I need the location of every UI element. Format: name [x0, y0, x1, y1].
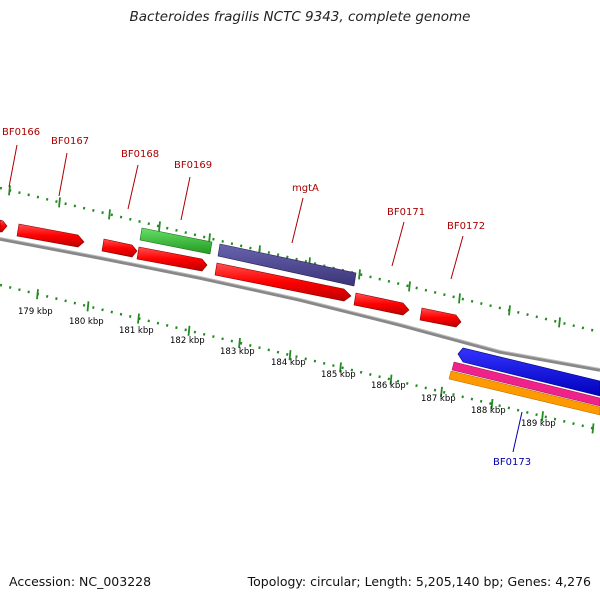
major-tick [408, 281, 411, 292]
kbp-186: 186 kbp [371, 381, 406, 391]
gene-bf0168b[interactable] [136, 246, 208, 272]
genome-backbone [0, 237, 600, 372]
accession-text: Accession: NC_003228 [9, 574, 152, 589]
feature-magenta [451, 361, 600, 407]
major-tick [508, 305, 511, 316]
major-tick [558, 317, 561, 328]
major-tick [58, 197, 61, 208]
label-bf0166[interactable]: BF0166 [2, 127, 40, 138]
major-tick [8, 185, 11, 196]
major-tick [389, 374, 393, 385]
kbp-188: 188 kbp [471, 406, 506, 416]
major-tick [36, 289, 39, 300]
gene-bf0167[interactable] [16, 223, 85, 248]
kbp-184: 184 kbp [271, 358, 306, 368]
kbp-183: 183 kbp [220, 347, 255, 357]
inner-tick-track [0, 283, 600, 432]
major-tick [440, 386, 443, 397]
gene-bf0166[interactable] [0, 219, 8, 233]
major-tick [490, 398, 494, 410]
label-bf0173[interactable]: BF0173 [493, 457, 531, 468]
reverse-label-leaders [512, 411, 523, 453]
kbp-179: 179 kbp [18, 307, 53, 317]
major-tick [458, 293, 461, 304]
gene-bf0173[interactable] [457, 347, 600, 397]
major-tick [591, 423, 595, 434]
major-tick [187, 325, 191, 336]
kbp-187: 187 kbp [421, 394, 456, 404]
major-tick [238, 337, 241, 349]
label-bf0169[interactable]: BF0169 [174, 160, 212, 171]
outer-major-ticks [8, 185, 561, 328]
label-bf0171[interactable]: BF0171 [387, 207, 425, 218]
major-tick [108, 209, 111, 220]
major-tick [358, 269, 361, 280]
ruler-labels: 179 kbp 180 kbp 181 kbp 182 kbp 183 kbp … [18, 307, 556, 429]
label-bf0172[interactable]: BF0172 [447, 221, 485, 232]
forward-genes-row-1 [0, 219, 357, 287]
gene-bf0172[interactable] [419, 307, 462, 328]
kbp-181: 181 kbp [119, 326, 154, 336]
genome-summary-text: Topology: circular; Length: 5,205,140 bp… [247, 574, 591, 589]
kbp-189: 189 kbp [521, 419, 556, 429]
forward-label-leaders [8, 144, 464, 280]
gene-bf0170[interactable] [214, 262, 352, 302]
inner-major-ticks [36, 289, 595, 434]
gene-mgta[interactable] [217, 243, 357, 287]
major-tick [339, 362, 342, 373]
label-bf0168[interactable]: BF0168 [121, 149, 159, 160]
gene-bf0169-rna[interactable] [139, 227, 213, 255]
forward-labels: BF0166 BF0167 BF0168 BF0169 mgtA BF0171 … [2, 127, 485, 232]
reverse-labels: BF0173 [493, 457, 531, 468]
gene-bf0168[interactable] [101, 238, 138, 258]
feature-orange [448, 370, 600, 416]
kbp-182: 182 kbp [170, 336, 205, 346]
label-bf0167[interactable]: BF0167 [51, 136, 89, 147]
reverse-genes [448, 347, 600, 416]
major-tick [541, 411, 544, 422]
kbp-185: 185 kbp [321, 370, 356, 380]
major-tick [158, 221, 161, 232]
map-title: Bacteroides fragilis NCTC 9343, complete… [129, 9, 471, 25]
major-tick [288, 350, 292, 361]
outer-tick-track [0, 186, 600, 334]
kbp-180: 180 kbp [69, 317, 104, 327]
major-tick [86, 301, 90, 312]
gene-bf0171[interactable] [353, 292, 410, 316]
forward-genes-row-2 [101, 238, 462, 328]
major-tick [137, 313, 140, 324]
label-mgta[interactable]: mgtA [292, 183, 319, 194]
